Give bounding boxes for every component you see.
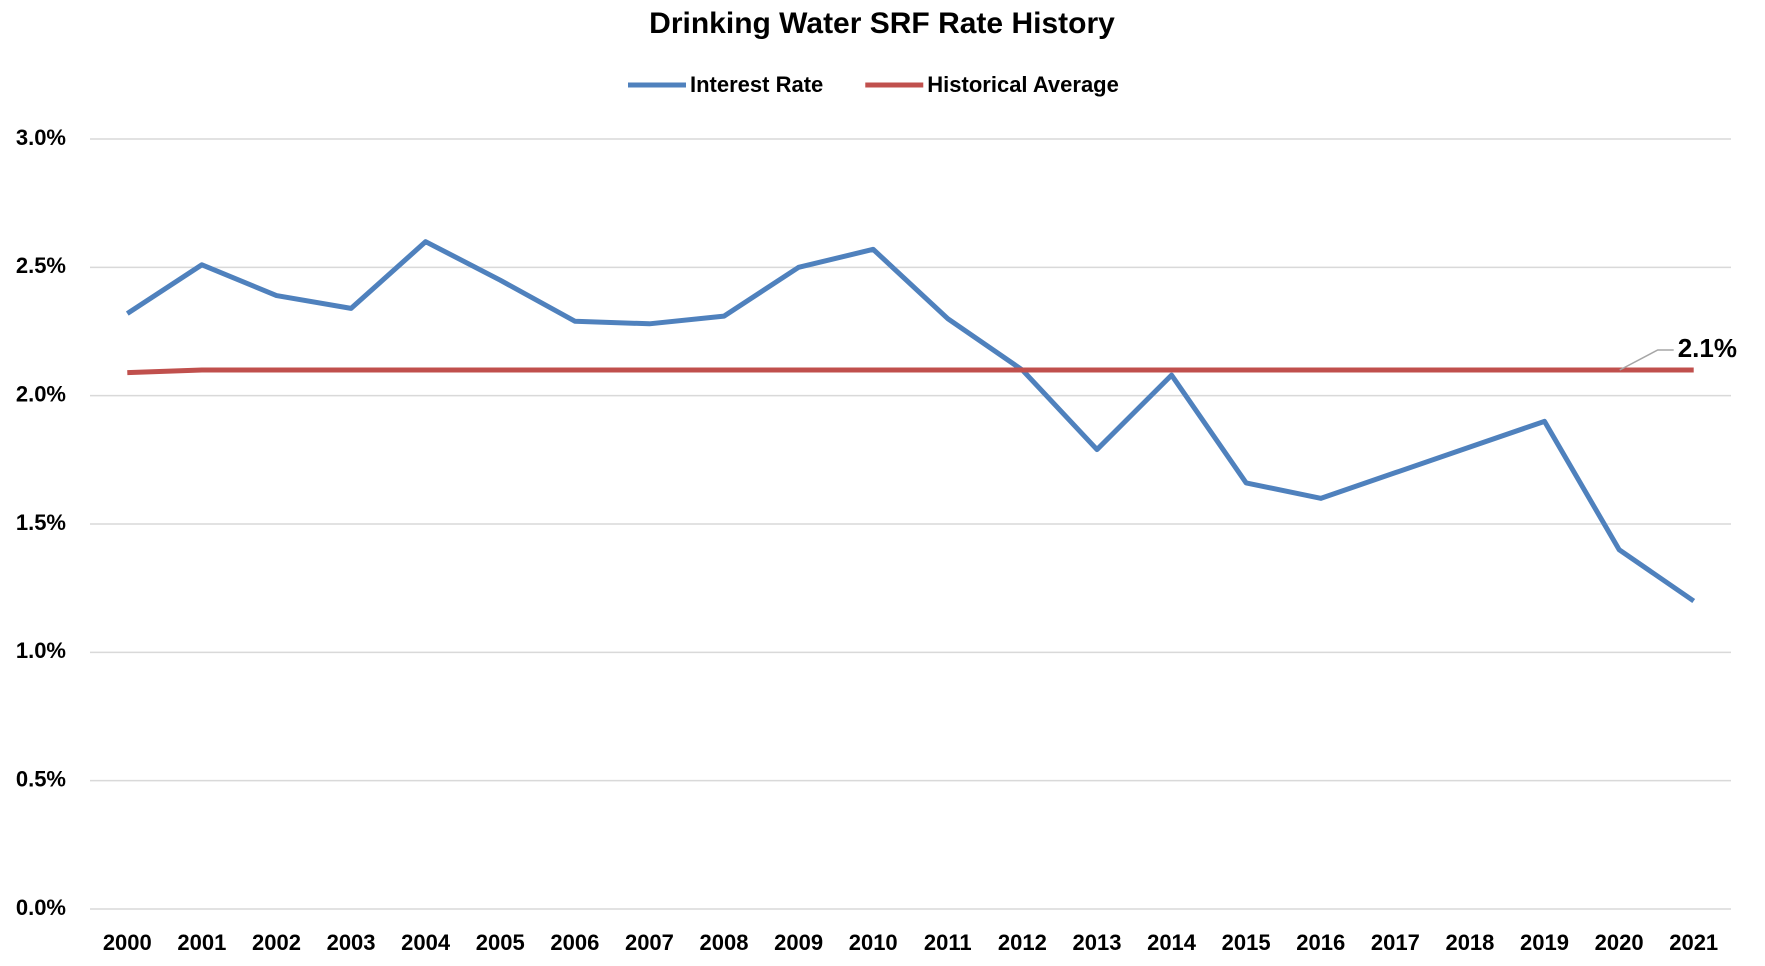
y-tick-label: 3.0% [16,125,66,150]
x-tick-label: 2011 [924,930,972,955]
x-tick-label: 2014 [1147,930,1197,955]
y-tick-label: 2.0% [16,381,66,406]
x-tick-label: 2001 [177,930,226,955]
x-tick-label: 2017 [1371,930,1420,955]
x-tick-label: 2018 [1445,930,1494,955]
x-tick-label: 2005 [476,930,525,955]
x-tick-label: 2007 [625,930,674,955]
x-tick-label: 2016 [1296,930,1345,955]
chart-title: Drinking Water SRF Rate History [649,7,1115,40]
y-tick-label: 1.0% [16,638,66,663]
y-tick-label: 0.5% [16,766,66,791]
data-line [125,239,1696,604]
x-tick-label: 2013 [1073,930,1122,955]
x-tick-label: 2010 [849,930,898,955]
x-tick-label: 2009 [774,930,823,955]
legend-label: Interest Rate [690,72,823,97]
leader-line [1619,349,1674,371]
x-tick-label: 2000 [103,930,152,955]
x-tick-label: 2012 [998,930,1047,955]
data-label: 2.1% [1678,333,1737,363]
x-tick-label: 2015 [1222,930,1271,955]
x-tick-label: 2006 [550,930,599,955]
y-tick-label: 2.5% [16,253,66,278]
x-tick-label: 2019 [1520,930,1569,955]
x-tick-label: 2008 [700,930,749,955]
y-tick-label: 1.5% [16,510,66,535]
data-line [127,367,1694,376]
x-tick-label: 2002 [252,930,301,955]
x-tick-label: 2020 [1595,930,1644,955]
x-tick-label: 2021 [1669,930,1718,955]
legend-label: Historical Average [927,72,1119,97]
x-tick-label: 2003 [327,930,376,955]
x-tick-label: 2004 [401,930,451,955]
y-tick-label: 0.0% [16,895,66,920]
